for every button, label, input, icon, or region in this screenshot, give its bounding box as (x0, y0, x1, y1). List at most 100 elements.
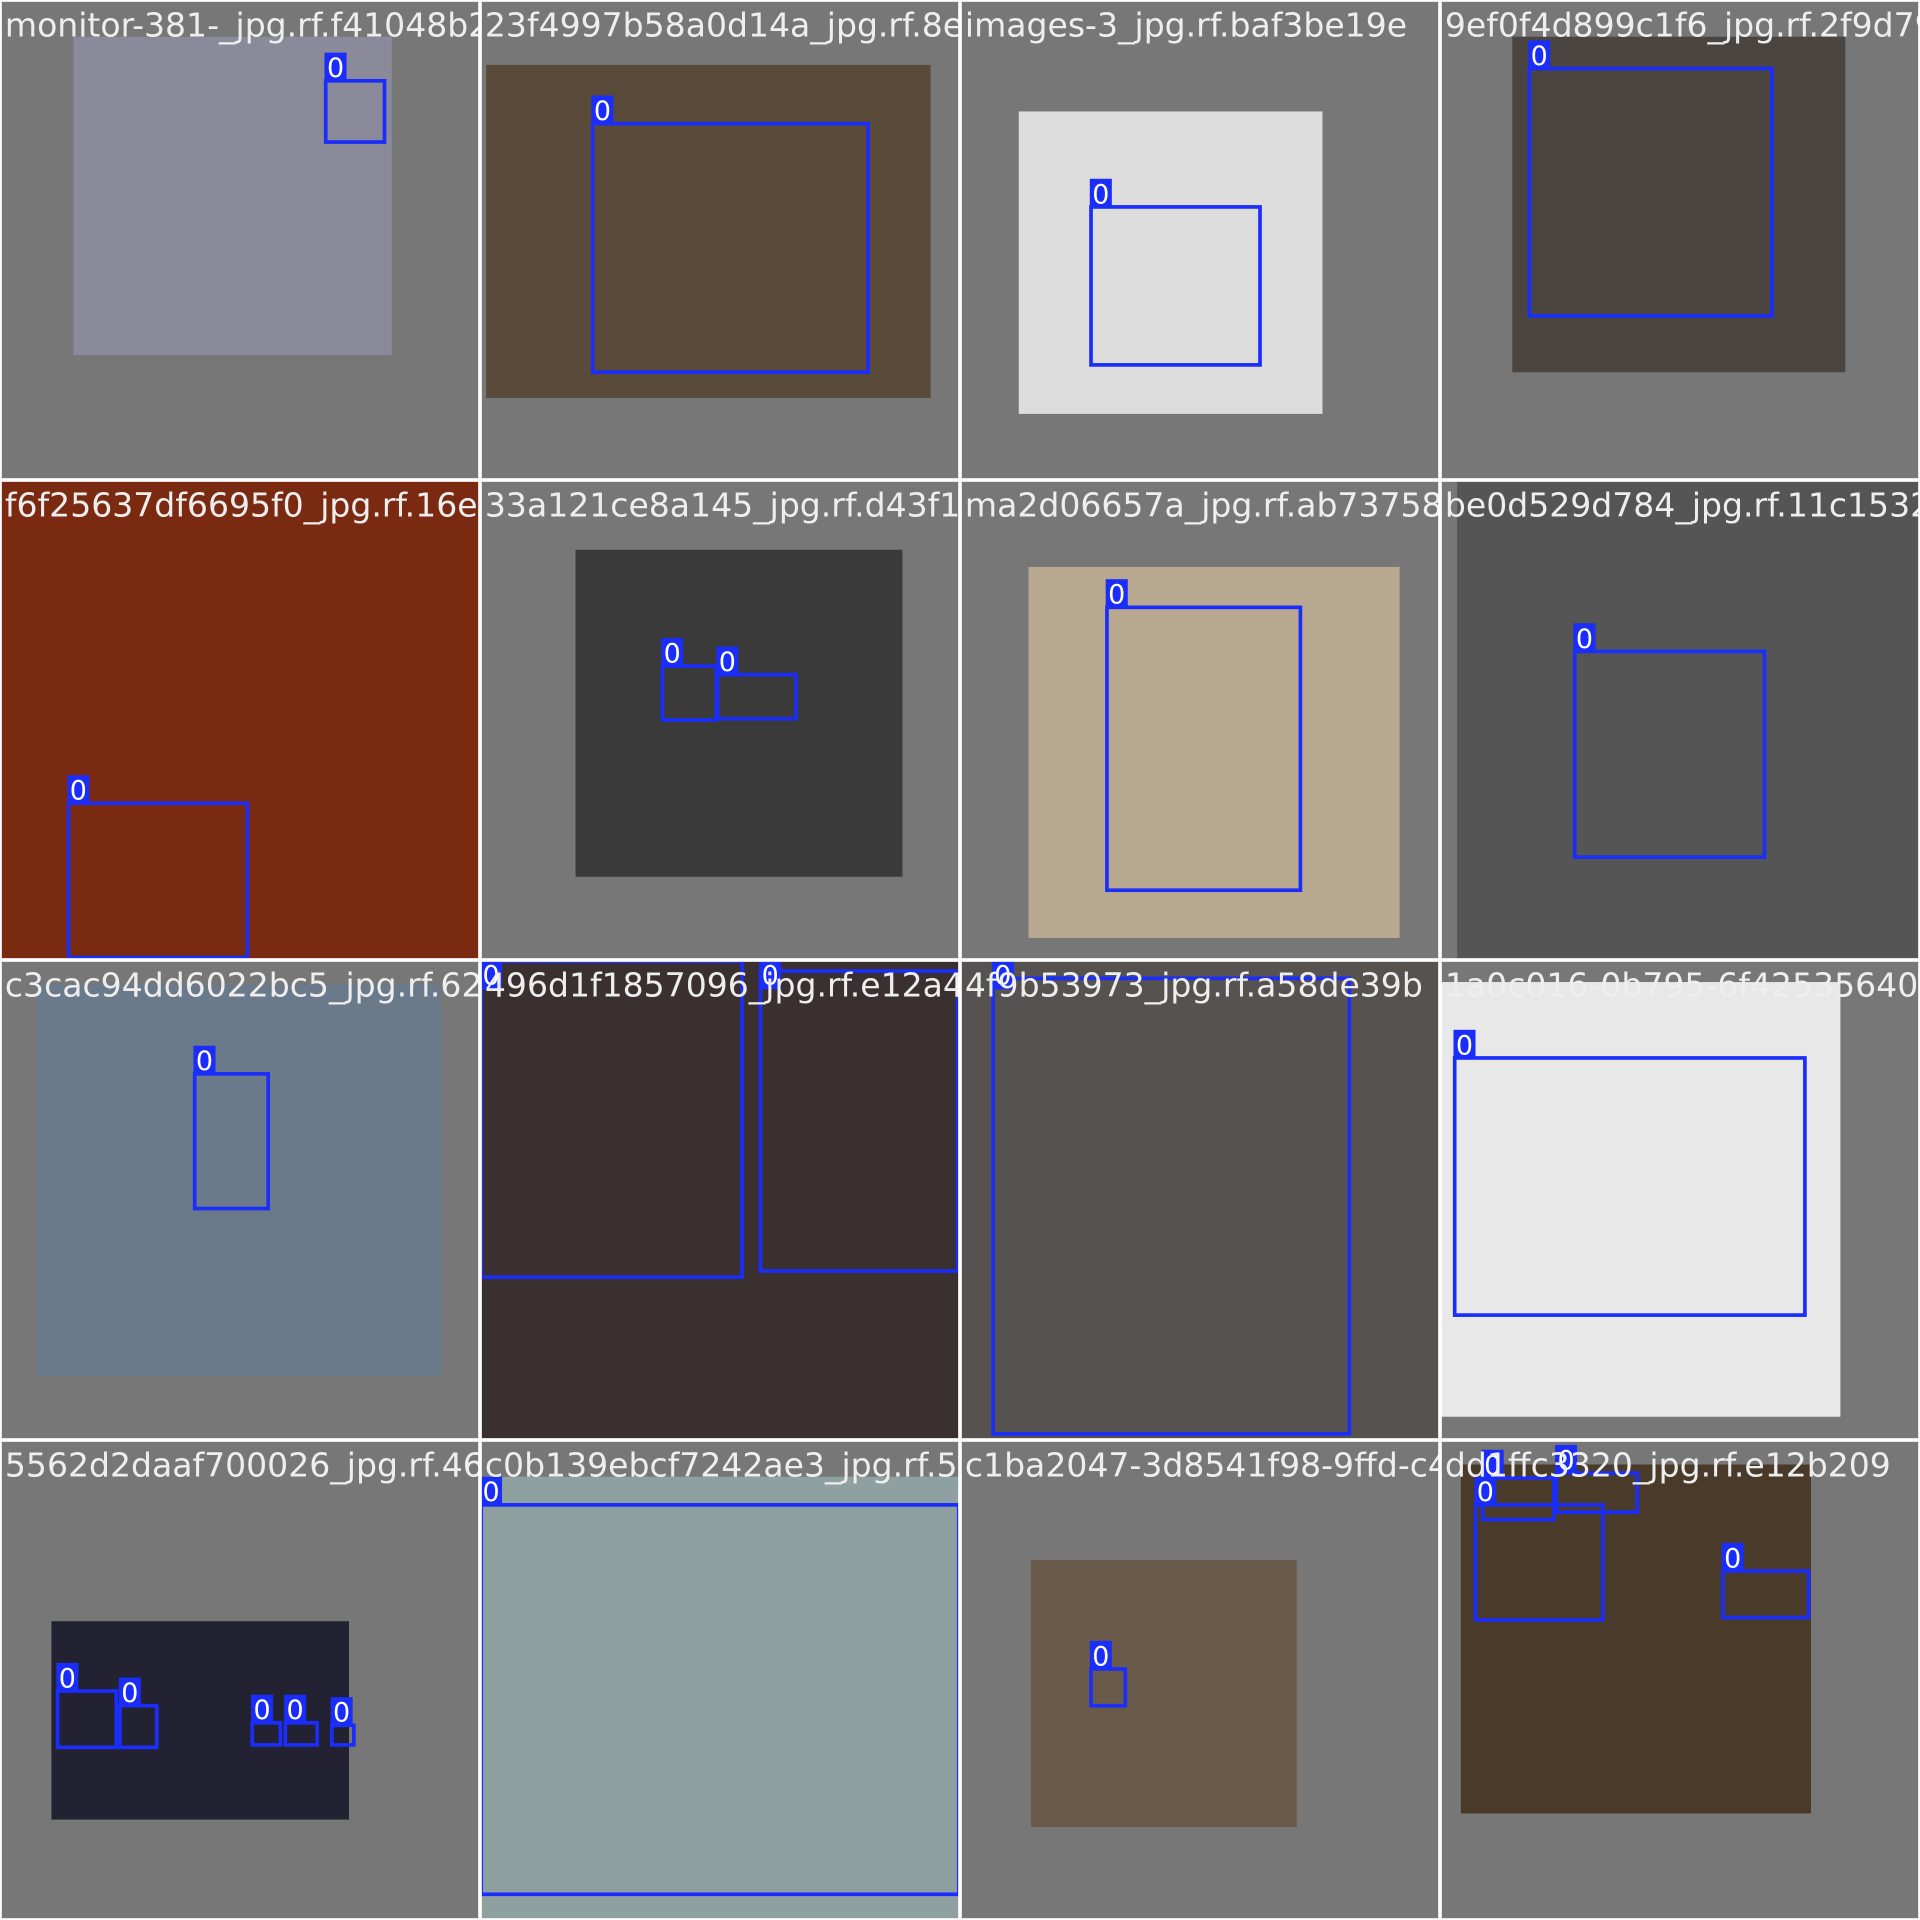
photo (1018, 111, 1323, 414)
box-label: 0 (1092, 1641, 1109, 1672)
box-label: 0 (327, 53, 344, 84)
bounding-box (1105, 605, 1303, 893)
box-label: 0 (1531, 41, 1548, 72)
box-label-bg (480, 1476, 503, 1507)
box-label: 0 (333, 1698, 350, 1729)
filename: ma2d06657a_jpg.rf.ab73758be0 (965, 486, 1505, 525)
box-label: 0 (762, 960, 779, 991)
box-label-bg (1105, 579, 1128, 609)
box-label-bg (759, 960, 782, 990)
tile: 0 ma2d06657a_jpg.rf.ab73758be0 (960, 480, 1505, 960)
box-label-bg (67, 775, 90, 805)
photo (1457, 480, 1920, 960)
box-label: 0 (719, 647, 736, 678)
box-label-bg (251, 1694, 274, 1725)
filename: f6f25637df6695f0_jpg.rf.16e (5, 486, 478, 525)
box-label: 0 (482, 1477, 499, 1508)
box-label: 0 (1108, 580, 1125, 611)
box-label-bg (1555, 1444, 1578, 1475)
box-label: 0 (664, 638, 681, 669)
box-label-bg (1089, 1640, 1112, 1671)
bounding-box (758, 969, 960, 1273)
box-label: 0 (482, 960, 499, 991)
filename: dd1ffc3320_jpg.rf.e12b209 (1445, 1446, 1891, 1485)
box-label: 0 (1724, 1543, 1741, 1574)
box-label-bg (591, 95, 614, 125)
box-label: 0 (121, 1678, 138, 1709)
bounding-box (1572, 649, 1767, 859)
bounding-box (1089, 205, 1262, 367)
tile: 0 c1ba2047-3d8541f98-9ffd-c4d (960, 1440, 1470, 1920)
box-label: 0 (994, 960, 1011, 991)
tile: 0 be0d529d784_jpg.rf.11c1532 (1440, 480, 1920, 960)
photo (36, 984, 441, 1377)
filename: images-3_jpg.rf.baf3be19e (965, 6, 1407, 45)
filename: 4f9b53973_jpg.rf.a58de39b (965, 966, 1423, 1005)
photo (73, 36, 392, 356)
box-label-bg (661, 637, 684, 668)
box-label: 0 (1558, 1445, 1575, 1476)
box-label-bg (480, 960, 503, 990)
bounding-box (66, 801, 250, 960)
box-label: 0 (1092, 179, 1109, 210)
box-label: 0 (253, 1695, 270, 1726)
box-label: 0 (287, 1695, 304, 1726)
bounding-box (323, 78, 387, 144)
filename: c0b139ebcf7242ae3_jpg.rf.55 (485, 1446, 979, 1485)
bounding-box (1527, 66, 1774, 318)
box-label: 0 (59, 1663, 76, 1694)
photo (575, 549, 903, 877)
box-label-bg (118, 1677, 141, 1707)
photo (0, 480, 480, 960)
bounding-box (55, 1689, 119, 1750)
photo (1460, 1464, 1812, 1814)
filename: 1a0c016-0b795-6f42535640 (1445, 966, 1918, 1005)
box-label-bg (991, 960, 1014, 990)
box-label: 0 (1484, 1450, 1501, 1481)
filename: 9ef0f4d899c1f6_jpg.rf.2f9d793 (1445, 6, 1920, 45)
box-label: 0 (70, 776, 87, 807)
tile: 0 f6f25637df6695f0_jpg.rf.16e (0, 480, 480, 960)
box-label-bg (1089, 178, 1112, 209)
box-label-bg (1481, 1449, 1504, 1480)
tile: 0 23f4997b58a0d14a_jpg.rf.8e (480, 0, 963, 480)
photo (960, 960, 1440, 1440)
filename: 496d1f1857096_jpg.rf.e12a4c40 (485, 966, 1024, 1005)
filename: 23f4997b58a0d14a_jpg.rf.8e (485, 6, 963, 45)
photo (486, 64, 931, 398)
box-label: 0 (196, 1046, 213, 1077)
bounding-box (1721, 1569, 1811, 1620)
bounding-box (715, 672, 798, 721)
box-label: 0 (1477, 1477, 1494, 1508)
photo (480, 1476, 960, 1920)
box-label: 0 (1456, 1030, 1473, 1061)
box-label-bg (716, 646, 739, 676)
filename: 33a121ce8a145_jpg.rf.d43f1 (485, 486, 960, 525)
filename: c1ba2047-3d8541f98-9ffd-c4d (965, 1446, 1470, 1485)
bounding-box (192, 1072, 270, 1211)
tile: 0 0 33a121ce8a145_jpg.rf.d43f1 (480, 480, 960, 960)
filename: monitor-381-_jpg.rf.f41048b2 (5, 6, 489, 45)
tile: 0 monitor-381-_jpg.rf.f41048b2 (0, 0, 489, 480)
photo (480, 960, 960, 1440)
bounding-box (1452, 1056, 1807, 1317)
box-label-bg (56, 1662, 79, 1693)
photo (1028, 566, 1400, 938)
bounding-box (991, 976, 1352, 1436)
filename: be0d529d784_jpg.rf.11c1532 (1445, 486, 1920, 525)
photo (1440, 982, 1841, 1417)
box-label-bg (1453, 1029, 1476, 1060)
box-label-bg (1474, 1476, 1497, 1507)
photo (1512, 36, 1846, 373)
box-label-bg (284, 1694, 307, 1725)
tile: 0 images-3_jpg.rf.baf3be19e (960, 0, 1440, 480)
box-label: 0 (1576, 624, 1593, 655)
bounding-box (1554, 1471, 1639, 1515)
